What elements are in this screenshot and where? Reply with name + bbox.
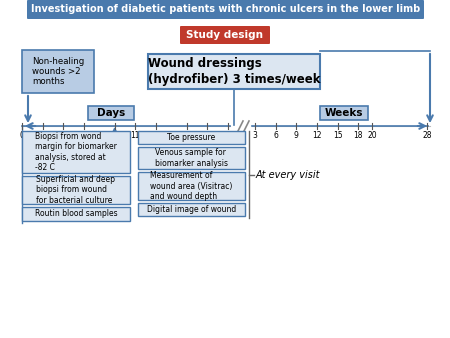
Text: Days: Days — [97, 108, 125, 118]
Text: Venous sample for
biomarker analysis: Venous sample for biomarker analysis — [155, 148, 228, 168]
Text: 0: 0 — [19, 131, 24, 140]
FancyBboxPatch shape — [88, 106, 134, 120]
Text: 12: 12 — [312, 131, 322, 140]
Text: Non-healing
wounds >2
months: Non-healing wounds >2 months — [32, 56, 84, 87]
FancyBboxPatch shape — [138, 131, 245, 144]
Text: 6: 6 — [81, 131, 86, 140]
FancyBboxPatch shape — [138, 172, 245, 200]
Text: 9: 9 — [294, 131, 299, 140]
Text: Study design: Study design — [186, 30, 264, 40]
Text: 3: 3 — [252, 131, 257, 140]
FancyBboxPatch shape — [27, 0, 424, 19]
Text: Measurement of
wound area (Visitrac)
and wound depth: Measurement of wound area (Visitrac) and… — [150, 171, 233, 201]
Text: 16: 16 — [182, 131, 192, 140]
FancyBboxPatch shape — [22, 50, 94, 93]
FancyBboxPatch shape — [22, 131, 130, 173]
Text: Investigation of diabetic patients with chronic ulcers in the lower limb: Investigation of diabetic patients with … — [31, 4, 420, 15]
Text: 4: 4 — [61, 131, 66, 140]
Text: 18: 18 — [353, 131, 363, 140]
FancyBboxPatch shape — [138, 203, 245, 216]
Text: 20: 20 — [367, 131, 377, 140]
Text: Toe pressure: Toe pressure — [167, 133, 216, 142]
Text: 9: 9 — [112, 131, 117, 140]
Text: 6: 6 — [273, 131, 278, 140]
Text: Biopsi from wond
margin for biomarker
analysis, stored at
-82 C: Biopsi from wond margin for biomarker an… — [35, 132, 117, 172]
Text: 28: 28 — [422, 131, 432, 140]
FancyBboxPatch shape — [22, 176, 130, 204]
FancyBboxPatch shape — [22, 207, 130, 221]
FancyBboxPatch shape — [180, 26, 270, 44]
FancyBboxPatch shape — [148, 54, 320, 89]
FancyBboxPatch shape — [320, 106, 368, 120]
Text: At every visit: At every visit — [256, 169, 320, 179]
Text: 11: 11 — [130, 131, 140, 140]
Text: 2: 2 — [40, 131, 45, 140]
Text: 20: 20 — [223, 131, 233, 140]
Text: Weeks: Weeks — [325, 108, 363, 118]
Text: 18: 18 — [202, 131, 212, 140]
Text: Digital image of wound: Digital image of wound — [147, 205, 236, 214]
Text: Routin blood samples: Routin blood samples — [35, 210, 117, 218]
FancyBboxPatch shape — [138, 147, 245, 169]
Text: Superficial and deep
biopsi from wound
for bacterial culture: Superficial and deep biopsi from wound f… — [36, 175, 116, 205]
Text: Wound dressings
(hydrofiber) 3 times/week: Wound dressings (hydrofiber) 3 times/wee… — [148, 57, 320, 86]
Text: 15: 15 — [333, 131, 342, 140]
Text: 13: 13 — [151, 131, 161, 140]
